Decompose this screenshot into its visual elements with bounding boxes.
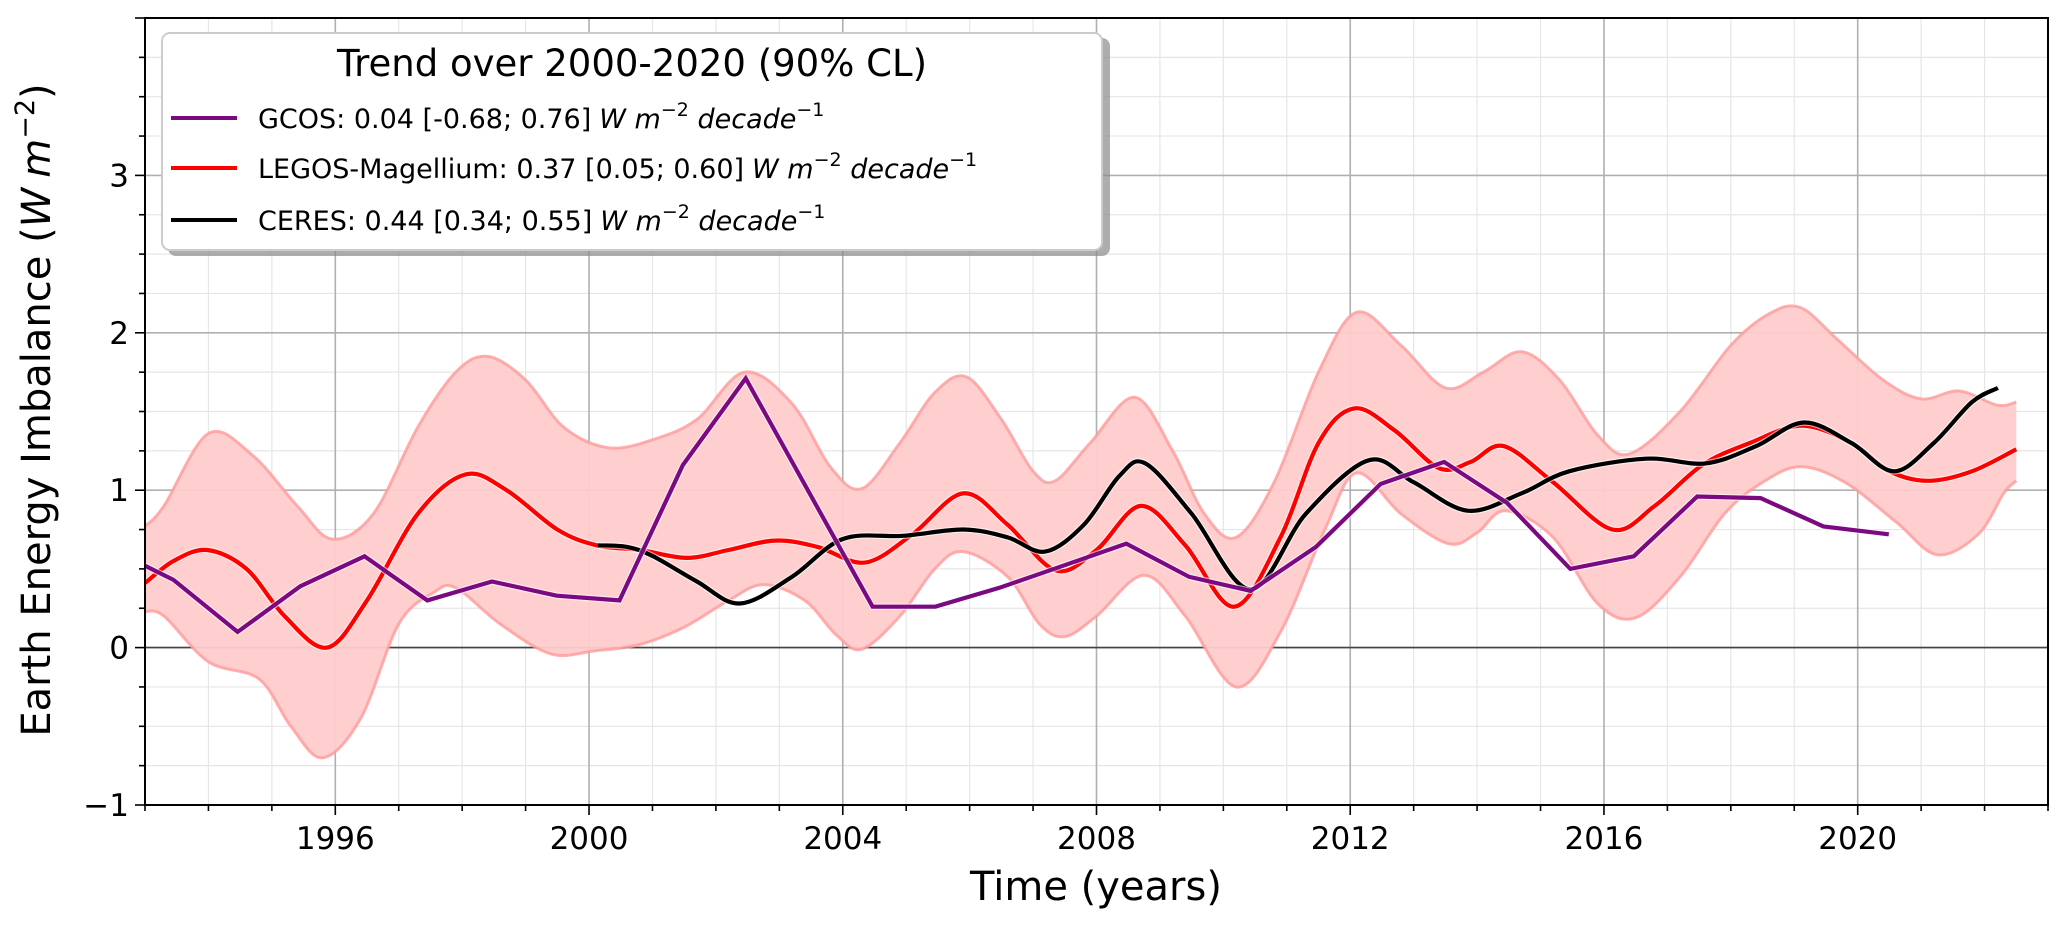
series-line-gcos <box>144 374 1890 635</box>
legend-label-gcos: GCOS: 0.04 [-0.68; 0.76] W m−2 decade−1 <box>258 99 824 135</box>
legend-entries: GCOS: 0.04 [-0.68; 0.76] W m−2 decade−1 L… <box>171 99 977 237</box>
x-tick-labels: 1996 2000 2004 2008 2012 2016 2020 <box>296 821 1897 857</box>
uncertainty-band-lower-edge <box>144 465 2018 760</box>
y-axis-label: Earth Energy Imbalance (Wm−2) <box>10 83 60 736</box>
x-tick-label: 2012 <box>1311 821 1390 857</box>
legend-label-legos-unit2: decade <box>842 154 949 185</box>
legend-label-ceres-value: CERES: 0.44 [0.34; 0.55] <box>258 206 592 237</box>
uncertainty-band-upper-edge <box>143 304 2017 541</box>
y-tick-label: 0 <box>109 631 129 667</box>
legend-entry-gcos: GCOS: 0.04 [-0.68; 0.76] W m−2 decade−1 <box>171 99 824 135</box>
y-tick-label: 3 <box>109 158 129 194</box>
legend-entry-legos: LEGOS-Magellium: 0.37 [0.05; 0.60] W m−2 … <box>171 149 977 185</box>
x-tick-label: 2004 <box>803 821 882 857</box>
legend-label-gcos-unit-exp: −2 <box>661 99 689 121</box>
y-axis-label-close: ) <box>14 83 60 99</box>
legend-label-legos-value: LEGOS-Magellium: 0.37 [0.05; 0.60] <box>258 154 744 185</box>
legend-label-legos-unit-exp: −2 <box>814 149 842 171</box>
axis-ticks <box>135 17 2049 815</box>
x-axis-label: Time (years) <box>969 864 1222 910</box>
y-axis-label-unit-w: W <box>14 186 60 227</box>
legend-label-gcos-unit2-exp: −1 <box>796 99 824 121</box>
x-tick-label: 2016 <box>1565 821 1644 857</box>
legend-label-ceres-unit: W m <box>600 206 662 237</box>
legend-title: Trend over 2000-2020 (90% CL) <box>336 42 927 85</box>
legend-label-ceres-unit2-exp: −1 <box>797 201 825 223</box>
y-axis-label-main: Earth Energy Imbalance ( <box>14 227 60 736</box>
x-tick-label: 2008 <box>1057 821 1136 857</box>
x-tick-label: 2020 <box>1818 821 1897 857</box>
legend-label-gcos-unit2: decade <box>689 104 796 135</box>
legend: Trend over 2000-2020 (90% CL) GCOS: 0.04… <box>161 32 1110 256</box>
x-tick-label: 2000 <box>550 821 629 857</box>
y-tick-labels: −1 0 1 2 3 <box>83 158 129 824</box>
plot-area <box>142 17 2049 806</box>
legend-box <box>161 32 1103 251</box>
legend-label-legos-unit: W m <box>752 154 814 185</box>
x-tick-label: 1996 <box>296 821 375 857</box>
y-axis-label-unit-m: m <box>14 139 60 178</box>
y-tick-label: 2 <box>109 316 129 352</box>
legend-label-gcos-unit: W m <box>599 104 661 135</box>
legend-label-ceres: CERES: 0.44 [0.34; 0.55] W m−2 decade−1 <box>258 201 825 237</box>
y-axis-label-exponent: −2 <box>10 99 41 139</box>
legend-label-legos-unit2-exp: −1 <box>949 149 977 171</box>
legend-entry-ceres: CERES: 0.44 [0.34; 0.55] W m−2 decade−1 <box>171 201 825 237</box>
legend-label-gcos-value: GCOS: 0.04 [-0.68; 0.76] <box>258 104 591 135</box>
y-tick-label: −1 <box>83 788 129 824</box>
y-tick-label: 1 <box>109 473 129 509</box>
legend-label-ceres-unit-exp: −2 <box>662 201 690 223</box>
legend-label-ceres-unit2: decade <box>690 206 797 237</box>
series-layer <box>142 374 2018 651</box>
legend-label-legos: LEGOS-Magellium: 0.37 [0.05; 0.60] W m−2 … <box>258 149 977 185</box>
